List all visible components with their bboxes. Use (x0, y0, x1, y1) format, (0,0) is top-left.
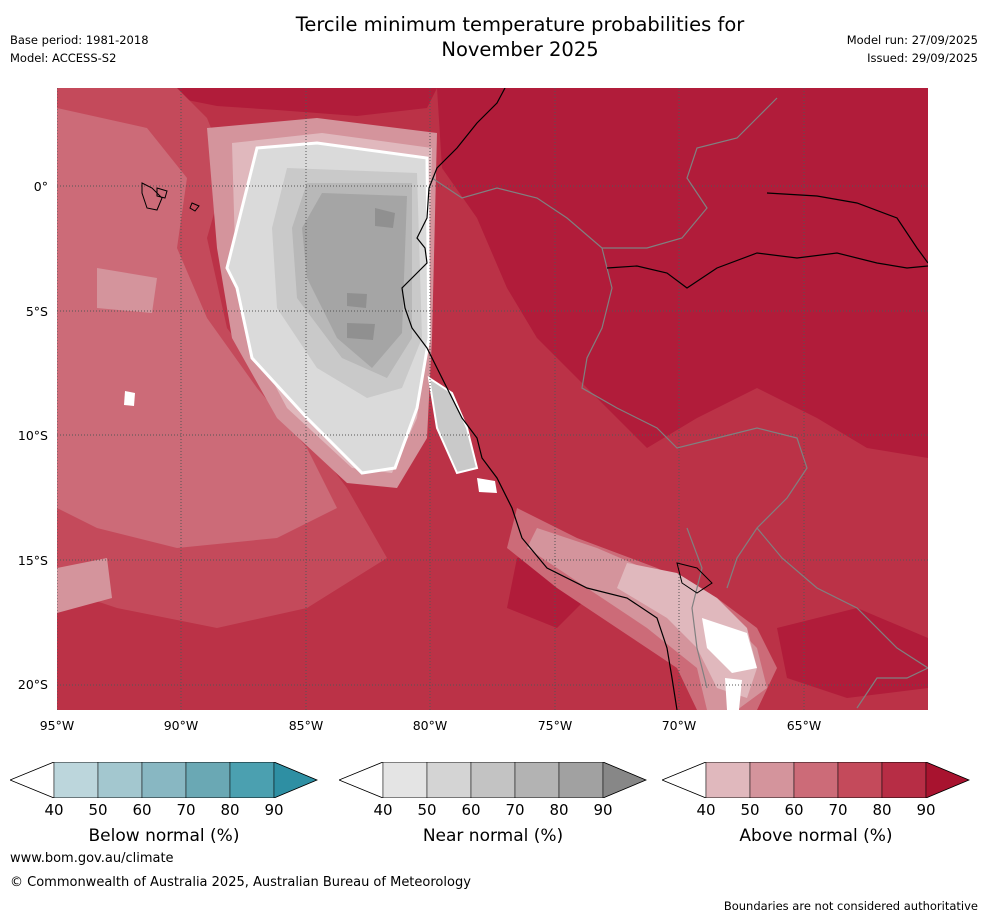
cb-above-tick-40: 40 (696, 801, 716, 819)
cb-near-band-70-80 (514, 761, 560, 799)
colorbar-above-svg (660, 761, 971, 799)
map-title-line-2: November 2025 (441, 38, 599, 61)
cb-below-tick-50: 50 (88, 801, 108, 819)
footer-url[interactable]: www.bom.gov.au/climate (10, 851, 174, 866)
cb-above-label: Above normal (%) (739, 826, 893, 846)
cb-near-label: Near normal (%) (422, 826, 564, 846)
cb-above-band-50-60 (749, 761, 795, 799)
map-svg (57, 88, 928, 710)
probability-map (57, 88, 928, 710)
base-period: Base period: 1981-2018 (10, 33, 149, 47)
national-borders (431, 97, 928, 709)
cb-near-tick-80: 80 (549, 801, 569, 819)
galapagos-islands (141, 182, 200, 212)
white-patch-south-1 (702, 618, 757, 673)
amazon-river (606, 192, 928, 289)
cb-above-tick-50: 50 (740, 801, 760, 819)
cb-above-tick-90: 90 (916, 801, 936, 819)
cb-below-tick-90: 90 (264, 801, 284, 819)
cb-above-band-40-50 (705, 761, 751, 799)
lat-tick-15s: 15°S (17, 553, 48, 568)
cb-above-tick-60: 60 (784, 801, 804, 819)
near-normal-80 (302, 193, 407, 368)
cb-above-tick-80: 80 (872, 801, 892, 819)
meta-left: Base period: 1981-2018 Model: ACCESS-S2 (10, 31, 149, 67)
lat-tick-0: 0° (33, 179, 48, 194)
white-patch-west (124, 391, 135, 406)
cb-near-tick-90: 90 (593, 801, 613, 819)
map-title: Tercile minimum temperature probabilitie… (200, 12, 840, 62)
lon-tick-70w: 70°W (661, 718, 697, 733)
cb-near-upper-arrow (602, 761, 647, 799)
cb-near-band-50-60 (426, 761, 472, 799)
lake-titicaca (676, 562, 713, 594)
white-patch-coast (477, 478, 497, 493)
cb-above-tick-70: 70 (828, 801, 848, 819)
near-normal-90-patch-2 (347, 293, 367, 308)
footer-copyright: © Commonwealth of Australia 2025, Austra… (10, 875, 471, 890)
near-normal-90-patch-1 (375, 208, 395, 228)
pacific-coastline (401, 88, 678, 710)
model-run-date: Model run: 27/09/2025 (846, 33, 978, 47)
cb-above-upper-arrow (925, 761, 970, 799)
lon-tick-85w: 85°W (288, 718, 324, 733)
issued-date: Issued: 29/09/2025 (867, 51, 978, 65)
footer-disclaimer: Boundaries are not considered authoritat… (723, 899, 978, 913)
cb-near-band-80-90 (558, 761, 604, 799)
above-90-southeast-patch (777, 608, 928, 698)
cb-below-band-40-50 (53, 761, 99, 799)
lon-tick-65w: 65°W (786, 718, 822, 733)
cb-above-band-70-80 (837, 761, 883, 799)
cb-near-lower-arrow (338, 761, 384, 799)
above-60-ocean-left (57, 108, 337, 548)
cb-below-lower-arrow (9, 761, 55, 799)
cb-near-band-60-70 (470, 761, 516, 799)
map-title-line-1: Tercile minimum temperature probabilitie… (295, 13, 745, 36)
near-normal-60-coastal (429, 378, 477, 473)
above-40-south-coast (617, 563, 757, 698)
meta-right: Model run: 27/09/2025 Issued: 29/09/2025 (847, 31, 978, 67)
graticule (57, 88, 928, 710)
lat-tick-20s: 20°S (17, 677, 48, 692)
cb-near-tick-70: 70 (505, 801, 525, 819)
colorbar-below-normal (8, 761, 319, 799)
above-50-patch-southwest (57, 558, 112, 613)
lat-tick-5s: 5°S (25, 304, 48, 319)
cb-below-tick-60: 60 (132, 801, 152, 819)
above-90-continent (437, 88, 928, 458)
lat-tick-10s: 10°S (17, 428, 48, 443)
white-patch-south-2 (725, 678, 742, 710)
colorbar-near-svg (337, 761, 648, 799)
cb-below-tick-40: 40 (44, 801, 64, 819)
near-normal-coastal-boundary (427, 375, 479, 475)
cb-above-band-60-70 (793, 761, 839, 799)
near-normal-90-patch-3 (347, 323, 375, 340)
cb-below-upper-arrow (273, 761, 318, 799)
cb-below-label: Below normal (%) (88, 826, 240, 846)
colorbar-near-normal (337, 761, 648, 799)
cb-below-band-60-70 (141, 761, 187, 799)
cb-above-lower-arrow (661, 761, 707, 799)
cb-near-tick-40: 40 (373, 801, 393, 819)
cb-below-band-50-60 (97, 761, 143, 799)
lon-tick-90w: 90°W (163, 718, 199, 733)
cb-above-band-80-90 (881, 761, 927, 799)
colorbar-below-svg (8, 761, 319, 799)
lon-tick-95w: 95°W (39, 718, 75, 733)
cb-below-band-70-80 (185, 761, 231, 799)
cb-near-tick-60: 60 (461, 801, 481, 819)
cb-below-tick-70: 70 (176, 801, 196, 819)
above-50-patch-west (97, 268, 157, 313)
model-name: Model: ACCESS-S2 (10, 51, 117, 65)
lon-tick-75w: 75°W (537, 718, 573, 733)
cb-below-band-80-90 (229, 761, 275, 799)
colorbar-above-normal (660, 761, 971, 799)
cb-near-band-40-50 (382, 761, 428, 799)
lon-tick-80w: 80°W (412, 718, 448, 733)
near-normal-boundary (225, 141, 431, 475)
above-90-upper-left (177, 88, 437, 116)
cb-near-tick-50: 50 (417, 801, 437, 819)
cb-below-tick-80: 80 (220, 801, 240, 819)
